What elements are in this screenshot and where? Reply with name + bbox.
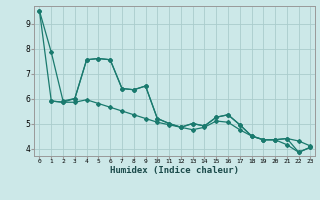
X-axis label: Humidex (Indice chaleur): Humidex (Indice chaleur) xyxy=(110,166,239,175)
